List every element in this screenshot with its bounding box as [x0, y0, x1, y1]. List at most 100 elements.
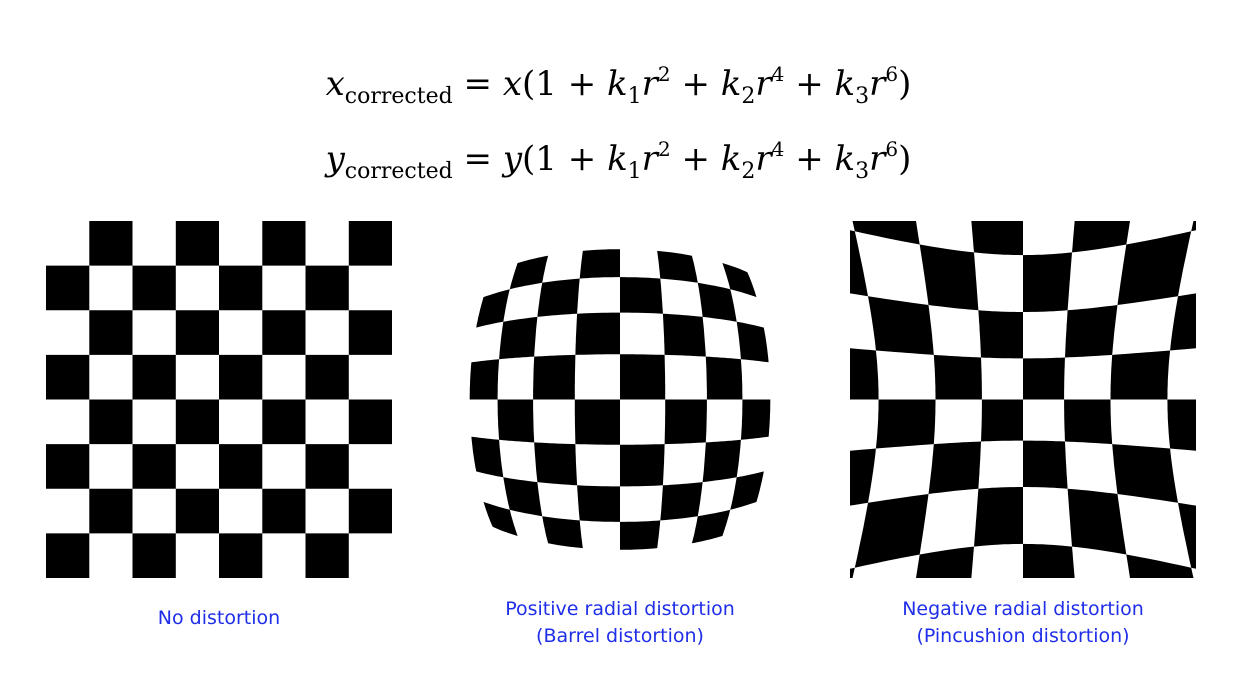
checker-square	[497, 399, 535, 443]
checker-square	[89, 488, 133, 534]
checker-square	[664, 399, 707, 445]
checker-square	[132, 444, 176, 489]
checker-square	[620, 354, 666, 400]
checker-square	[262, 310, 306, 355]
checker-square	[262, 399, 306, 445]
checker-square	[577, 485, 620, 522]
checker-square	[348, 488, 392, 534]
checker-square	[919, 244, 979, 311]
checker-square	[575, 312, 620, 355]
checker-square	[1072, 221, 1131, 253]
checker-square	[850, 448, 876, 506]
checker-square	[219, 444, 263, 489]
checker-square	[89, 399, 133, 445]
checker-square	[1110, 350, 1171, 400]
checker-square	[657, 250, 698, 283]
checker-square	[1112, 444, 1178, 503]
checker-square	[1117, 231, 1192, 305]
checker-square	[305, 265, 349, 311]
checker-square	[262, 221, 306, 266]
checker-square	[971, 221, 1023, 256]
checker-square	[1023, 440, 1068, 489]
checker-square	[978, 310, 1023, 359]
checker-square	[348, 221, 392, 266]
checkerboard-barrel-distortion	[469, 249, 771, 550]
checker-square	[875, 399, 936, 449]
checker-square	[175, 310, 219, 355]
checker-square	[132, 265, 176, 311]
checker-square	[722, 263, 757, 298]
checker-square	[574, 399, 620, 445]
checker-square	[660, 482, 703, 521]
checker-square	[46, 354, 90, 400]
checker-square	[46, 533, 90, 578]
checker-square	[974, 487, 1023, 547]
checker-square	[348, 399, 392, 445]
checker-square	[697, 282, 737, 322]
checker-square	[46, 444, 90, 489]
checker-square	[534, 442, 578, 486]
caption-no-distortion: No distortion	[157, 607, 281, 629]
checker-square	[928, 441, 981, 494]
checker-square	[1170, 293, 1196, 351]
checker-square	[46, 265, 90, 311]
checker-square	[933, 354, 982, 400]
checker-square	[476, 289, 510, 328]
checker-square	[219, 533, 263, 578]
checker-square	[305, 444, 349, 489]
checker-square	[499, 316, 538, 360]
checker-square	[483, 501, 518, 536]
checker-square	[852, 221, 920, 245]
checker-square	[175, 488, 219, 534]
checker-square	[1067, 488, 1127, 555]
checker-square	[691, 509, 731, 544]
caption-pincushion-distortion: Negative radial distortion (Pincushion d…	[902, 598, 1144, 647]
checker-square	[132, 354, 176, 400]
checker-square	[868, 296, 934, 355]
checker-square	[850, 567, 855, 578]
checker-square	[1191, 221, 1196, 232]
checkerboard-no-distortion	[46, 221, 392, 578]
checker-square	[1167, 399, 1196, 451]
checker-square	[469, 359, 500, 400]
checker-square	[89, 221, 133, 266]
checker-square	[620, 277, 663, 314]
checker-square	[509, 255, 549, 290]
checker-square	[219, 354, 263, 400]
checker-square	[854, 494, 929, 568]
checkerboard-pincushion-distortion	[850, 221, 1196, 578]
checker-square	[662, 313, 706, 357]
checker-square	[1065, 305, 1118, 358]
checker-square	[705, 356, 743, 400]
caption-barrel-distortion: Positive radial distortion (Barrel disto…	[505, 598, 735, 647]
checker-square	[915, 546, 974, 578]
checker-square	[219, 265, 263, 311]
checker-square	[579, 249, 620, 279]
checker-square	[1023, 543, 1075, 578]
checker-square	[1023, 252, 1072, 312]
checker-square	[175, 221, 219, 266]
checker-square	[537, 278, 580, 317]
checker-square	[740, 399, 771, 440]
checker-square	[850, 230, 868, 297]
checker-square	[620, 444, 665, 487]
checker-square	[981, 399, 1023, 442]
checker-square	[503, 477, 543, 517]
checker-square	[262, 488, 306, 534]
checker-square	[89, 310, 133, 355]
checker-square	[850, 348, 879, 400]
checker-square	[702, 439, 741, 483]
checker-square	[1064, 399, 1113, 445]
distortion-equations: xcorrected = x(1 + k1r2 + k2r4 + k3r6) y…	[0, 48, 1237, 198]
checker-square	[542, 516, 583, 549]
checker-square	[1023, 357, 1065, 400]
checker-square	[348, 310, 392, 355]
checker-square	[471, 436, 504, 478]
checker-square	[620, 520, 661, 550]
checker-square	[1178, 502, 1196, 569]
checker-square	[305, 533, 349, 578]
equation-y: ycorrected = y(1 + k1r2 + k2r4 + k3r6)	[325, 137, 912, 184]
checker-square	[305, 354, 349, 400]
checker-square	[1126, 554, 1194, 578]
